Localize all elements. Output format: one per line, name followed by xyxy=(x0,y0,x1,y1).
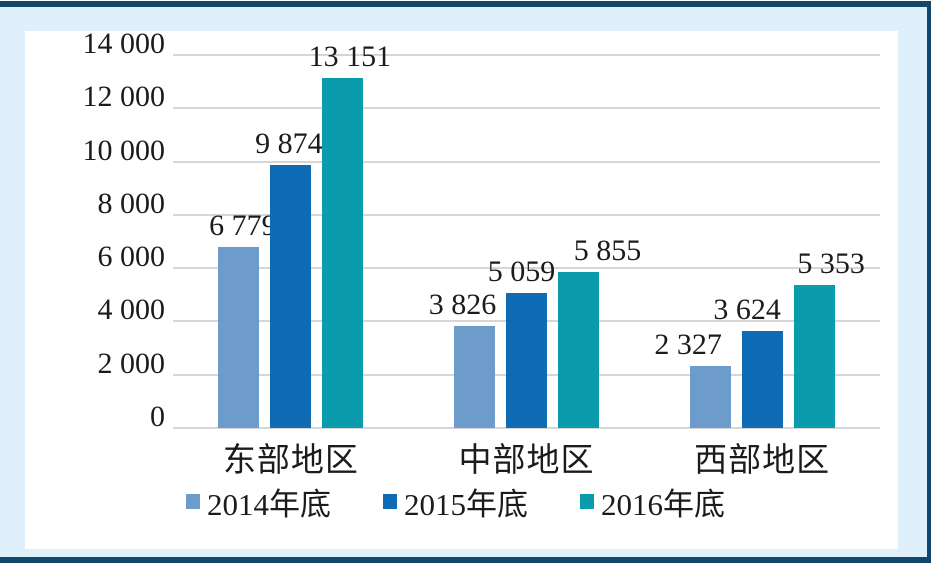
x-axis-category-label: 东部地区 xyxy=(222,443,359,479)
bar xyxy=(741,331,783,428)
bar-value-label: 5 353 xyxy=(797,247,865,281)
bar-value-label: 3 826 xyxy=(428,288,497,322)
y-axis-tick-label: 6 000 xyxy=(97,240,166,274)
bar-value-label: 6 779 xyxy=(209,209,277,243)
bar-value-label: 3 624 xyxy=(713,293,781,327)
legend-swatch-icon xyxy=(186,493,200,509)
gridline xyxy=(173,427,880,429)
y-axis-tick-label: 0 xyxy=(150,400,165,433)
x-axis-category-label: 中部地区 xyxy=(458,443,595,479)
bar xyxy=(270,164,312,428)
bar xyxy=(793,285,835,428)
bar-value-label: 13 151 xyxy=(308,39,392,73)
legend-item-2015: 2015年底 xyxy=(383,488,528,522)
bar-value-label: 5 059 xyxy=(487,255,556,289)
legend-swatch-icon xyxy=(580,493,594,509)
y-axis-tick-label: 14 000 xyxy=(82,27,166,60)
gridline xyxy=(173,267,880,270)
legend-label: 2014年底 xyxy=(207,487,331,522)
bar-value-label: 2 327 xyxy=(654,328,722,361)
bar-value-label: 5 855 xyxy=(573,234,642,267)
legend-swatch-icon xyxy=(383,493,397,509)
x-axis-category-label: 西部地区 xyxy=(694,443,831,479)
bar xyxy=(218,247,260,428)
y-axis-tick-label: 10 000 xyxy=(82,133,166,167)
bar xyxy=(689,366,731,428)
bar xyxy=(558,272,599,428)
gridline xyxy=(173,107,880,110)
gridline xyxy=(173,54,880,56)
bar xyxy=(322,77,364,428)
legend-label: 2016年底 xyxy=(601,487,725,522)
y-axis-tick-label: 2 000 xyxy=(97,346,166,380)
y-axis-tick-label: 12 000 xyxy=(82,80,166,114)
bar xyxy=(454,326,495,428)
y-axis-tick-label: 8 000 xyxy=(97,186,166,220)
legend-item-2014: 2014年底 xyxy=(186,488,331,522)
bar-value-label: 9 874 xyxy=(255,126,323,160)
legend-item-2016: 2016年底 xyxy=(580,488,725,522)
bar xyxy=(506,293,547,428)
gridline xyxy=(173,213,880,216)
chart-panel xyxy=(25,31,898,549)
legend-label: 2015年底 xyxy=(404,487,528,522)
gridline xyxy=(173,160,880,163)
y-axis-tick-label: 4 000 xyxy=(97,293,166,327)
chart-legend: 2014年底 2015年底 2016年底 xyxy=(186,488,725,522)
